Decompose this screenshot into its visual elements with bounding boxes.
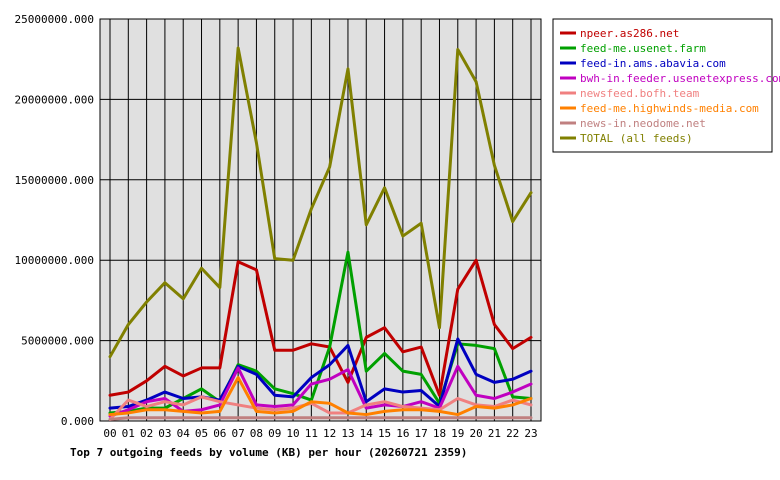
legend-label: news-in.neodome.net	[580, 117, 706, 130]
x-tick-label: 15	[378, 427, 391, 440]
x-tick-label: 13	[341, 427, 354, 440]
y-tick-label: 20000000.000	[15, 93, 94, 106]
series-line-4	[108, 395, 533, 421]
x-tick-label: 12	[323, 427, 336, 440]
x-tick-label: 09	[268, 427, 281, 440]
x-tick-label: 00	[103, 427, 116, 440]
x-tick-label: 16	[396, 427, 409, 440]
x-tick-label: 10	[286, 427, 299, 440]
x-axis-ticks: 00 01 02 03 04 05 06 07 08 09 10 11 12 13 14 15 16 17 18 19…	[103, 427, 537, 440]
legend: npeer.as286.net feed-me.usenet.farm feed-i…	[552, 18, 780, 153]
legend-label: newsfeed.bofh.team	[580, 87, 700, 100]
x-tick-label: 04	[177, 427, 191, 440]
x-tick-label: 05	[195, 427, 208, 440]
legend-label: bwh-in.feeder.usenetexpress.com	[580, 72, 780, 85]
series-lines	[108, 46, 533, 421]
y-tick-label: 5000000.000	[21, 335, 94, 348]
series-line-7	[108, 46, 533, 359]
y-tick-label: 10000000.000	[15, 254, 94, 267]
x-tick-label: 03	[158, 427, 171, 440]
y-axis-ticks: 0.000 5000000.000 10000000.000 15000000.000…	[15, 13, 94, 428]
legend-label: feed-me.usenet.farm	[580, 42, 706, 55]
legend-label: npeer.as286.net	[580, 27, 679, 40]
x-tick-label: 08	[250, 427, 263, 440]
series-line-3	[108, 364, 533, 418]
x-tick-label: 20	[469, 427, 482, 440]
x-tick-label: 23	[524, 427, 537, 440]
x-tick-label: 14	[360, 427, 374, 440]
series-line-5	[108, 376, 533, 417]
x-tick-label: 02	[140, 427, 153, 440]
legend-label: feed-in.ams.abavia.com	[580, 57, 726, 70]
x-tick-label: 18	[433, 427, 446, 440]
series-line-2	[108, 337, 533, 410]
legend-box	[552, 18, 773, 153]
y-tick-label: 15000000.000	[15, 174, 94, 187]
plot-area	[99, 18, 542, 422]
x-tick-label: 21	[488, 427, 501, 440]
series-line-0	[108, 258, 533, 397]
x-tick-label: 19	[451, 427, 464, 440]
y-tick-label: 0.000	[61, 415, 94, 428]
legend-label: TOTAL (all feeds)	[580, 132, 693, 145]
x-tick-label: 22	[506, 427, 519, 440]
series-line-6	[108, 416, 533, 421]
chart-title: Top 7 outgoing feeds by volume (KB) per …	[70, 446, 467, 459]
x-tick-label: 06	[213, 427, 226, 440]
legend-label: feed-me.highwinds-media.com	[580, 102, 759, 115]
x-tick-label: 07	[232, 427, 245, 440]
x-tick-label: 17	[415, 427, 428, 440]
y-tick-label: 25000000.000	[15, 13, 94, 26]
x-tick-label: 11	[305, 427, 318, 440]
x-tick-label: 01	[122, 427, 135, 440]
